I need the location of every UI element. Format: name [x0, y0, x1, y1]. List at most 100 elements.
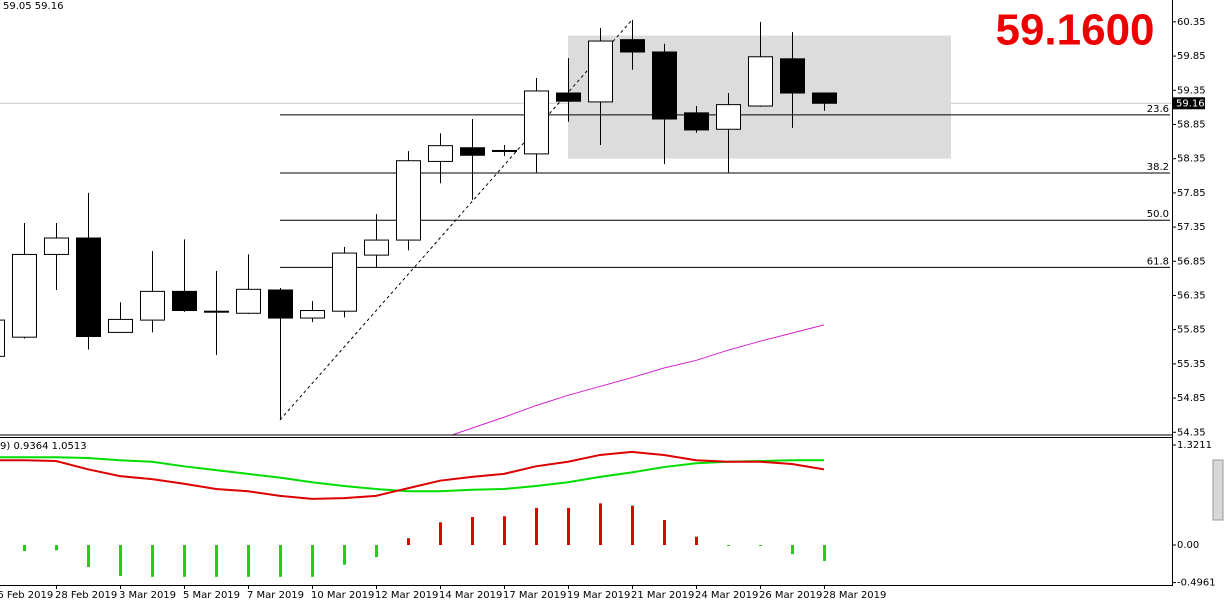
y-tick-label: 56.85 [1177, 256, 1206, 267]
histogram-bar [215, 545, 218, 577]
candle-body [140, 290, 165, 321]
candle-body [588, 40, 613, 103]
candle-body [0, 319, 5, 357]
histogram-bar [759, 545, 762, 547]
y-tick-label: 0.00 [1177, 540, 1199, 551]
histogram-bar [567, 507, 570, 546]
overlay: 60.35 59.85 59.35 58.85 58.35 57.85 57.35 56.85… [0, 17, 1216, 601]
candle-body [556, 92, 581, 102]
candle-body [332, 252, 357, 312]
x-tick-label: 24 Mar 2019 [695, 590, 758, 601]
y-tick-label: 58.35 [1177, 154, 1206, 165]
candle-body [108, 318, 133, 333]
last-price-box [1173, 97, 1205, 110]
candle-body [44, 237, 69, 255]
histogram-bar [343, 545, 346, 565]
candle-body [716, 104, 741, 130]
y-tick-label: 1.3211 [1177, 440, 1212, 451]
histogram-bar [599, 503, 602, 546]
moving-average [450, 324, 825, 435]
histogram-bar [727, 545, 730, 547]
histogram-bar [631, 505, 634, 546]
histogram-bar [183, 545, 186, 577]
fib-label: 38.2 [1147, 162, 1169, 173]
x-tick-label: 28 Feb 2019 [55, 590, 117, 601]
histogram-bar [823, 545, 826, 561]
histogram-bar [439, 522, 442, 546]
histogram-bar [471, 517, 474, 546]
candle-body [396, 160, 421, 241]
oscillator-panel [0, 450, 826, 577]
candle-body [268, 289, 293, 319]
candle-body [204, 310, 229, 313]
y-tick-label: 58.85 [1177, 119, 1206, 130]
fib-label: 23.6 [1147, 104, 1169, 115]
candle-body [172, 290, 197, 312]
candle-body [236, 288, 261, 314]
x-tick-label: 10 Mar 2019 [311, 590, 374, 601]
x-tick-label: 26 Mar 2019 [759, 590, 822, 601]
histogram-bar [55, 545, 58, 551]
candle-body [300, 310, 325, 319]
histogram-bar [791, 545, 794, 555]
oscillator-line [0, 450, 825, 500]
histogram-bar [119, 545, 122, 577]
candle-body [780, 58, 805, 94]
histogram-bar [503, 516, 506, 546]
y-tick-label: 59.35 [1177, 85, 1206, 96]
candle-body [76, 237, 101, 338]
fib-label: 61.8 [1147, 256, 1169, 267]
x-tick-label: 26 Feb 2019 [0, 590, 53, 601]
y-tick-label: 59.85 [1177, 51, 1206, 62]
price-panel: 23.6 38.2 50.0 61.8 [0, 19, 1172, 435]
histogram-bar [87, 545, 90, 567]
histogram-bar [375, 545, 378, 558]
histogram-bar [311, 545, 314, 577]
candle-body [812, 92, 837, 104]
histogram-bar [663, 520, 666, 546]
y-tick-label: 57.85 [1177, 188, 1206, 199]
x-tick-label: 28 Mar 2019 [823, 590, 886, 601]
x-tick-label: 14 Mar 2019 [439, 590, 502, 601]
price-display: 59.1600 [995, 6, 1154, 55]
histogram-bar [407, 538, 410, 546]
last-price-label: 59.16 [1176, 98, 1205, 109]
oscillator-line [0, 456, 824, 493]
oscillator-title: 9) 0.9364 1.0513 [0, 441, 87, 452]
fib-label: 50.0 [1147, 209, 1169, 220]
candle-body [12, 253, 37, 338]
info-text: 59.05 59.16 [3, 1, 63, 12]
y-tick-label: 54.85 [1177, 393, 1206, 404]
candle-body [428, 145, 453, 162]
candle-body [460, 147, 485, 156]
x-tick-label: 12 Mar 2019 [375, 590, 438, 601]
x-tick-label: 3 Mar 2019 [119, 590, 176, 601]
histogram-bar [279, 545, 282, 577]
histogram-bar [695, 536, 698, 546]
candle-body [620, 39, 645, 53]
histogram-bar [151, 545, 154, 577]
candle-body [684, 112, 709, 131]
x-tick-label: 19 Mar 2019 [567, 590, 630, 601]
candle-body [364, 239, 389, 256]
candle-body [748, 56, 773, 107]
candle-body [524, 90, 549, 155]
y-tick-label: 55.85 [1177, 325, 1206, 336]
y-tick-label: -0.4961 [1177, 578, 1216, 589]
x-tick-label: 21 Mar 2019 [631, 590, 694, 601]
candle-body [492, 149, 517, 152]
scrollbar[interactable] [1212, 459, 1224, 521]
y-tick-label: 55.35 [1177, 359, 1206, 370]
y-tick-label: 54.35 [1177, 427, 1206, 438]
histogram-bar [247, 545, 250, 577]
y-tick-label: 57.35 [1177, 222, 1206, 233]
histogram-bar [23, 545, 26, 552]
candle-body [652, 51, 677, 120]
y-tick-label: 56.35 [1177, 290, 1206, 301]
x-tick-label: 5 Mar 2019 [183, 590, 240, 601]
x-tick-label: 17 Mar 2019 [503, 590, 566, 601]
x-tick-label: 7 Mar 2019 [247, 590, 304, 601]
y-tick-label: 60.35 [1177, 17, 1206, 28]
histogram-bar [535, 507, 538, 546]
